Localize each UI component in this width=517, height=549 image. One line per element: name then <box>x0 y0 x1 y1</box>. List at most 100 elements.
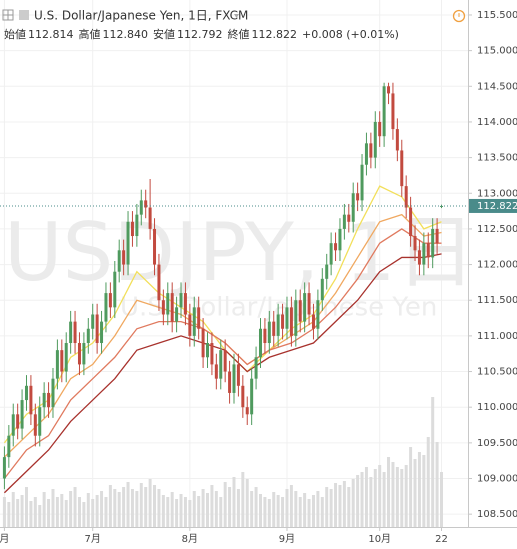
volume-bar <box>148 479 152 527</box>
candle-body <box>148 207 152 229</box>
volume-bar <box>285 489 289 527</box>
candle-body <box>161 300 165 315</box>
candle-body <box>47 392 51 408</box>
volume-bar <box>422 455 426 527</box>
volume-bar <box>197 496 201 527</box>
candle-body <box>236 364 240 386</box>
volume-bar <box>387 457 391 527</box>
chart-title: U.S. Dollar/Japanese Yen, 1日, FXCM <box>34 9 248 23</box>
candle-body <box>201 328 205 358</box>
candle-body <box>214 364 218 379</box>
volume-bar <box>11 492 15 527</box>
volume-bar <box>329 489 333 527</box>
candle-body <box>139 200 143 215</box>
y-tick-label: 112.500 <box>477 224 517 235</box>
candle-body <box>281 314 285 329</box>
volume-bar <box>206 493 210 527</box>
candle-body <box>170 293 174 322</box>
volume-bar <box>73 487 77 527</box>
volume-bar <box>241 472 245 527</box>
volume-bar <box>417 452 421 527</box>
volume-bar <box>364 467 368 527</box>
volume-bar <box>263 497 267 527</box>
volume-bar <box>316 491 320 527</box>
volume-bar <box>91 499 95 527</box>
candle-body <box>16 414 20 429</box>
volume-bar <box>60 494 64 527</box>
volume-bar <box>29 501 33 527</box>
volume-bar <box>223 482 227 527</box>
candle-body <box>144 200 148 208</box>
candle-body <box>95 314 99 344</box>
alert-icon[interactable] <box>452 9 466 23</box>
volume-bar <box>281 497 285 527</box>
ohlc-value: 112.840 <box>103 28 149 41</box>
candle-body <box>153 228 157 265</box>
volume-bar <box>179 494 183 527</box>
y-tick-label: 109.000 <box>477 474 517 485</box>
ohlc-label: 高値 <box>79 27 101 41</box>
candle-body <box>404 186 408 208</box>
candle-body <box>7 435 11 458</box>
volume-bar <box>82 502 86 527</box>
volume-bar <box>201 489 205 527</box>
volume-bar <box>2 497 6 527</box>
volume-bar <box>378 465 382 527</box>
ohlc-value: 112.792 <box>177 28 223 41</box>
ohlc-label: 始値 <box>4 27 26 41</box>
candle-body <box>77 343 81 365</box>
x-tick-label: 10月 <box>368 533 391 545</box>
volume-bar <box>108 485 112 527</box>
candle-body <box>431 228 435 258</box>
volume-bar <box>431 397 435 527</box>
candle-body <box>356 193 360 201</box>
candle-body <box>435 228 439 244</box>
menu-arrow[interactable] <box>234 14 239 18</box>
volume-bar <box>95 495 99 527</box>
candle-body <box>254 357 258 379</box>
volume-bar <box>153 485 157 527</box>
candle-body <box>86 328 90 344</box>
y-tick-label: 113.000 <box>477 188 517 199</box>
volume-bar <box>42 492 46 527</box>
volume-bar <box>117 492 121 527</box>
candle-body <box>20 400 24 429</box>
volume-bar <box>55 497 59 527</box>
candle-body <box>51 378 55 408</box>
volume-bar <box>77 497 81 527</box>
volume-bar <box>404 465 408 527</box>
volume-bar <box>210 485 214 527</box>
candle-body <box>391 93 395 130</box>
volume-bar <box>144 487 148 527</box>
volume-bar <box>360 472 364 527</box>
volume-bar <box>100 491 104 527</box>
volume-bar <box>258 494 262 527</box>
volume-bar <box>126 482 130 527</box>
volume-bar <box>51 489 55 527</box>
candle-body <box>122 250 126 265</box>
candle-body <box>250 378 254 415</box>
candle-body <box>210 343 214 365</box>
candle-body <box>232 364 236 393</box>
candle-body <box>311 314 315 329</box>
grid <box>0 0 468 527</box>
candle-body <box>289 307 293 336</box>
y-tick-label: 114.000 <box>477 117 517 128</box>
candle-body <box>382 86 386 137</box>
candle-body <box>409 207 413 237</box>
candle-body <box>38 407 42 436</box>
y-tick-label: 110.000 <box>477 402 517 413</box>
volume-bar <box>303 493 307 527</box>
y-tick-label: 111.500 <box>477 295 517 306</box>
candle-body <box>258 328 262 358</box>
candle-body <box>417 250 421 265</box>
candle-body <box>320 278 324 301</box>
candle-body <box>241 385 245 408</box>
candle-body <box>369 143 373 158</box>
candle-body <box>179 293 183 308</box>
candle-body <box>307 293 311 315</box>
candle-body <box>267 321 271 344</box>
x-tick-label: 7月 <box>85 533 101 545</box>
